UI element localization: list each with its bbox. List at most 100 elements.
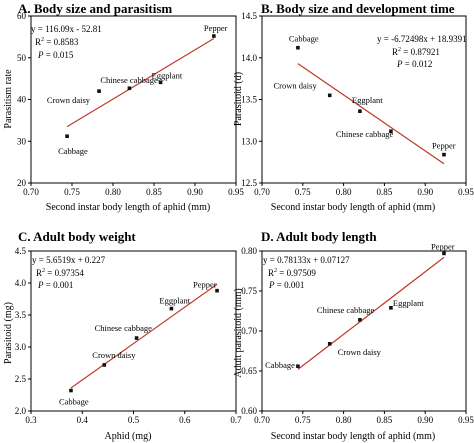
panel-d-data-point bbox=[442, 251, 446, 256]
panel-b-point-label: Crown daisy bbox=[274, 80, 318, 90]
panel-d-xtick-label: 0.85 bbox=[377, 415, 393, 425]
panel-c: C. Adult body weight Aphid (mg) Parasito… bbox=[3, 229, 242, 442]
panel-a-data-point bbox=[212, 34, 216, 38]
panel-a-r2: R2 = 0.8583 bbox=[35, 37, 79, 47]
panel-d-xtick-label: 0.70 bbox=[254, 415, 270, 425]
panel-a-title: A. Body size and parasitism bbox=[18, 1, 172, 16]
panel-d-ytick-label: 0.70 bbox=[241, 326, 257, 336]
panel-a-annotation: y = 116.09x - 52.81 R2 = 0.8583 P = 0.01… bbox=[31, 24, 102, 60]
panel-d-ytick-label: 0.80 bbox=[241, 246, 257, 256]
panel-a-equation: y = 116.09x - 52.81 bbox=[31, 24, 102, 34]
panel-a: A. Body size and parasitism Second insta… bbox=[3, 1, 244, 213]
panel-c-equation: y = 5.6519x + 0.227 bbox=[32, 255, 106, 265]
panel-d-point-label: Chinese cabbage bbox=[317, 305, 375, 315]
panel-a-xtick-label: 0.90 bbox=[187, 187, 203, 197]
panel-d-point-label: Cabbage bbox=[265, 360, 295, 370]
panel-b-title: B. Body size and development time bbox=[261, 1, 455, 16]
panel-b-data-point bbox=[442, 152, 446, 157]
panel-b-point-label: Cabbage bbox=[289, 34, 319, 44]
panel-d-data-point bbox=[296, 364, 300, 368]
panel-b-ytick-label: 12.5 bbox=[241, 178, 257, 188]
panel-c-ytick-label: 2.0 bbox=[15, 406, 27, 416]
panel-d: D. Adult body length Second instar body … bbox=[233, 229, 474, 442]
panel-c-ytick-label: 2.5 bbox=[15, 374, 27, 384]
panel-d-xtick-label: 0.95 bbox=[458, 415, 474, 425]
panel-a-xtick-label: 0.75 bbox=[64, 187, 80, 197]
panel-a-ytick-label: 30 bbox=[17, 136, 27, 146]
panel-c-fit-line bbox=[70, 283, 218, 389]
panel-c-point-label: Chinese cabbage bbox=[95, 323, 153, 333]
panel-b-annotation: y = -6.72498x + 18.9391 R2 = 0.87921 P =… bbox=[377, 34, 467, 69]
panel-b-xtick-label: 0.90 bbox=[417, 187, 433, 197]
panel-a-xtick-label: 0.85 bbox=[146, 187, 162, 197]
panel-a-pvalue: P = 0.015 bbox=[37, 50, 74, 60]
panel-b-point-label: Chinese cabbage bbox=[336, 129, 394, 139]
panel-c-xlabel: Aphid (mg) bbox=[105, 431, 152, 442]
panel-b-data-point bbox=[389, 129, 393, 134]
panel-c-annotation: y = 5.6519x + 0.227 R2 = 0.97354 P = 0.0… bbox=[32, 255, 106, 290]
panel-d-xtick-label: 0.90 bbox=[417, 415, 433, 425]
panel-a-xtick-label: 0.70 bbox=[23, 187, 39, 197]
panel-d-data-point bbox=[389, 306, 393, 310]
panel-d-xtick-label: 0.80 bbox=[336, 415, 352, 425]
panel-d-xlabel: Second instar body length of aphid (mm) bbox=[271, 431, 435, 442]
panel-b-pvalue: P = 0.012 bbox=[396, 59, 432, 69]
panel-c-point-label: Crown daisy bbox=[92, 350, 136, 360]
panel-c-xtick-label: 0.3 bbox=[25, 415, 37, 425]
panel-b-xtick-label: 0.70 bbox=[254, 187, 270, 197]
panel-d-r2: R2 = 0.97509 bbox=[268, 268, 316, 278]
panel-b-xtick-label: 0.95 bbox=[458, 187, 474, 197]
panel-a-data-point bbox=[97, 89, 101, 93]
panel-d-data-point bbox=[358, 318, 362, 322]
panel-a-point-label: Eggplant bbox=[152, 70, 183, 80]
panel-d-title: D. Adult body length bbox=[261, 229, 377, 244]
panel-c-data-point bbox=[69, 388, 73, 393]
panel-c-data-point bbox=[102, 363, 107, 367]
panel-b-xtick-label: 0.80 bbox=[336, 187, 352, 197]
panel-c-xtick-label: 0.6 bbox=[179, 415, 191, 425]
panel-c-data-point bbox=[169, 306, 174, 311]
panel-c-data-point bbox=[215, 288, 219, 293]
panel-d-pvalue: P = 0.001 bbox=[268, 280, 304, 290]
panel-b-xlabel: Second instar body length of aphid (mm) bbox=[271, 202, 435, 213]
panel-d-annotation: y = 0.78133x + 0.07127 R2 = 0.97509 P = … bbox=[263, 255, 350, 290]
panel-a-point-label: Pepper bbox=[204, 23, 228, 33]
panel-b-equation: y = -6.72498x + 18.9391 bbox=[377, 34, 467, 44]
panel-b-point-label: Eggplant bbox=[352, 95, 383, 105]
panel-a-ylabel: Parasitism rate bbox=[3, 69, 14, 129]
panel-d-fit-line bbox=[297, 256, 445, 370]
panel-c-pvalue: P = 0.001 bbox=[37, 280, 73, 290]
panel-a-data-point bbox=[65, 134, 69, 139]
panel-d-ytick-label: 0.60 bbox=[241, 406, 257, 416]
panel-c-point-label: Cabbage bbox=[59, 397, 89, 407]
panel-c-ytick-label: 3.5 bbox=[15, 310, 27, 320]
panel-b-ytick-label: 14.0 bbox=[241, 53, 257, 63]
panel-c-ytick-label: 4.5 bbox=[15, 246, 27, 256]
panel-b-xtick-label: 0.85 bbox=[377, 187, 393, 197]
panel-a-xlabel: Second instar body length of aphid (mm) bbox=[46, 202, 210, 213]
panel-a-xtick-label: 0.80 bbox=[105, 187, 121, 197]
panel-b-fit-line bbox=[297, 63, 445, 165]
panel-b-data-point bbox=[358, 109, 362, 113]
panel-b-data-point bbox=[296, 45, 300, 50]
panel-a-ytick-label: 50 bbox=[17, 53, 27, 63]
panel-a-data-point bbox=[158, 80, 163, 85]
panel-d-ytick-label: 0.65 bbox=[241, 366, 257, 376]
panel-c-xtick-label: 0.4 bbox=[77, 415, 89, 425]
panel-b-xtick-label: 0.75 bbox=[295, 187, 311, 197]
panel-a-ytick-label: 40 bbox=[17, 95, 27, 105]
panel-a-fit-line bbox=[66, 38, 215, 128]
panel-a-point-label: Chinese cabbage bbox=[100, 75, 158, 85]
panel-b-point-label: Pepper bbox=[432, 141, 456, 151]
panel-a-ytick-label: 20 bbox=[17, 178, 27, 188]
panel-c-data-point bbox=[134, 336, 139, 340]
panel-a-point-label: Crown daisy bbox=[47, 95, 91, 105]
panel-b-r2: R2 = 0.87921 bbox=[392, 47, 440, 57]
panel-a-xtick-label: 0.95 bbox=[228, 187, 244, 197]
panel-c-xtick-label: 0.7 bbox=[230, 415, 242, 425]
panel-b: B. Body size and development time Second… bbox=[233, 1, 474, 213]
panel-c-xtick-label: 0.5 bbox=[128, 415, 140, 425]
panel-d-point-label: Eggplant bbox=[393, 298, 424, 308]
panel-c-r2: R2 = 0.97354 bbox=[36, 268, 84, 278]
panel-d-point-label: Crown daisy bbox=[338, 347, 382, 357]
